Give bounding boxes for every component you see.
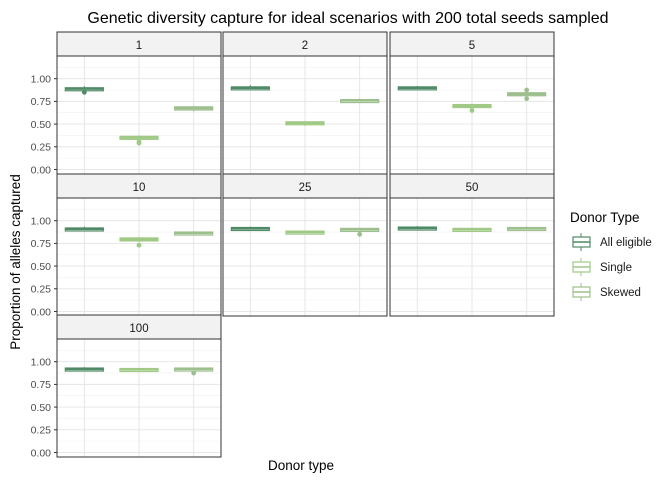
box-all-eligible <box>230 226 270 232</box>
legend-entry-label: Skewed <box>600 287 641 299</box>
facet-strip <box>389 31 555 57</box>
box-single <box>452 103 492 113</box>
facet-strip <box>56 31 222 57</box>
facet-strip-label: 1 <box>136 40 142 52</box>
y-tick-label: 0.00 <box>31 447 52 459</box>
box-single <box>285 120 325 126</box>
y-axis-label: Proportion of alleles captured <box>8 174 23 350</box>
x-axis-label: Donor type <box>268 458 334 473</box>
outlier-point <box>469 108 475 113</box>
box-single <box>452 227 492 233</box>
outlier-point <box>524 87 530 93</box>
outlier-point <box>357 231 363 237</box>
outlier-point <box>191 370 197 376</box>
facet-panel-100: 100 0.00 0.25 0.50 0.75 1.00 <box>31 314 222 459</box>
box-skewed <box>174 367 214 376</box>
outlier-point <box>136 242 142 248</box>
box-skewed <box>507 226 547 232</box>
box-all-eligible <box>64 367 104 372</box>
facet-panels: 10.000.250.500.751.002 5100.000.250.500.7… <box>31 31 555 459</box>
legend-entry-label: All eligible <box>600 237 652 249</box>
box-single <box>119 237 159 248</box>
facet-strip <box>56 314 222 340</box>
facet-strip-label: 25 <box>299 182 312 194</box>
facet-strip <box>222 31 388 57</box>
y-tick-label: 0.50 <box>31 261 52 273</box>
outlier-point <box>136 139 142 145</box>
facet-panel-50: 50 <box>389 173 555 317</box>
box-single <box>285 230 325 235</box>
box-skewed <box>340 98 380 104</box>
y-tick-label: 0.25 <box>31 425 52 437</box>
legend-entry-all-eligible: All eligible <box>572 233 652 251</box>
panel-border <box>56 338 222 458</box>
facet-panel-5: 5 <box>389 31 555 175</box>
legend-title: Donor Type <box>570 210 640 225</box>
box-single <box>119 135 159 146</box>
box-skewed <box>340 227 380 237</box>
panel-border <box>389 197 555 317</box>
facet-strip <box>389 173 555 199</box>
y-tick-label: 1.00 <box>31 73 52 85</box>
y-tick-label: 0.25 <box>31 284 52 296</box>
legend-entry-single: Single <box>572 258 632 276</box>
box-all-eligible <box>64 85 104 95</box>
y-tick-label: 0.50 <box>31 119 52 131</box>
y-tick-label: 0.00 <box>31 164 52 176</box>
chart-title: Genetic diversity capture for ideal scen… <box>87 10 608 27</box>
box-all-eligible <box>230 85 270 91</box>
box-all-eligible <box>397 85 437 91</box>
legend: Donor Type All eligible Single Skewed <box>570 210 652 301</box>
panel-border <box>222 197 388 317</box>
y-tick-label: 0.50 <box>31 402 52 414</box>
box-skewed <box>174 231 214 236</box>
box-all-eligible <box>64 226 104 232</box>
facet-strip-label: 2 <box>302 40 308 52</box>
y-tick-label: 0.75 <box>31 238 52 250</box>
facet-panel-25: 25 <box>222 173 388 317</box>
facet-strip-label: 10 <box>133 182 146 194</box>
facet-strip-label: 5 <box>469 40 475 52</box>
facet-panel-2: 2 <box>222 31 388 175</box>
box-all-eligible <box>397 226 437 231</box>
legend-entry-skewed: Skewed <box>572 283 641 301</box>
facet-strip <box>56 173 222 199</box>
facet-panel-10: 10 0.00 0.25 0.50 0.75 1.00 <box>31 173 222 318</box>
box-single <box>119 367 159 373</box>
legend-entry-label: Single <box>600 262 632 274</box>
facet-strip-label: 100 <box>129 323 148 335</box>
y-tick-label: 0.00 <box>31 306 52 318</box>
y-tick-label: 0.75 <box>31 379 52 391</box>
y-tick-label: 0.25 <box>31 142 52 154</box>
facet-panel-1: 1 0.00 0.25 0.50 0.75 1.00 <box>31 31 222 176</box>
box-skewed <box>507 87 547 102</box>
box-skewed <box>174 105 214 112</box>
outlier-point <box>524 96 530 102</box>
facet-strip-label: 50 <box>466 182 479 194</box>
y-tick-label: 1.00 <box>31 356 52 368</box>
outlier-point <box>81 89 87 95</box>
y-tick-label: 1.00 <box>31 215 52 227</box>
y-tick-label: 0.75 <box>31 96 52 108</box>
